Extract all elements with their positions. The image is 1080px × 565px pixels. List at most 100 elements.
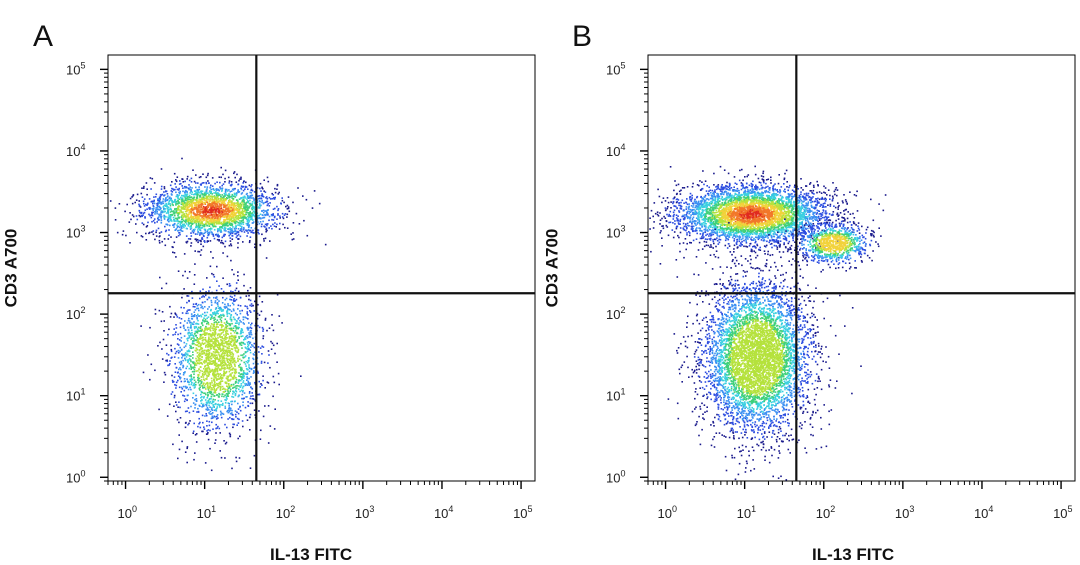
data-point	[221, 213, 223, 215]
data-point	[278, 384, 280, 386]
data-point	[235, 290, 237, 292]
data-point	[177, 334, 179, 336]
data-point	[213, 362, 215, 364]
data-point	[197, 231, 199, 233]
data-point	[224, 222, 226, 224]
data-point	[250, 287, 252, 289]
data-point	[240, 336, 242, 338]
data-point	[170, 211, 172, 213]
data-point	[237, 347, 239, 349]
data-point	[239, 220, 241, 222]
data-point	[213, 356, 215, 358]
data-point	[180, 417, 182, 419]
data-point	[153, 220, 155, 222]
data-point	[217, 310, 219, 312]
data-point	[249, 334, 251, 336]
data-point	[238, 337, 240, 339]
data-point	[236, 207, 238, 209]
data-point	[244, 392, 246, 394]
data-point	[281, 197, 283, 199]
data-point	[205, 413, 207, 415]
data-point	[240, 385, 242, 387]
data-point	[235, 457, 237, 459]
data-point	[238, 219, 240, 221]
data-point	[267, 177, 269, 179]
data-point	[182, 230, 184, 232]
data-point	[222, 197, 224, 199]
data-point	[289, 211, 291, 213]
data-point	[240, 225, 242, 227]
data-point	[198, 201, 200, 203]
data-point	[174, 384, 176, 386]
data-point	[191, 235, 193, 237]
data-point	[243, 377, 245, 379]
data-point	[153, 230, 155, 232]
data-point	[171, 375, 173, 377]
data-point	[194, 221, 196, 223]
data-point	[248, 207, 250, 209]
data-point	[207, 397, 209, 399]
data-point	[229, 433, 231, 435]
data-point	[176, 367, 178, 369]
data-point	[209, 220, 211, 222]
data-point	[238, 336, 240, 338]
data-point	[216, 389, 218, 391]
data-point	[199, 199, 201, 201]
data-point	[174, 229, 176, 231]
data-point	[190, 245, 192, 247]
data-point	[174, 363, 176, 365]
data-point	[212, 257, 214, 259]
data-point	[210, 347, 212, 349]
data-point	[218, 396, 220, 398]
data-point	[200, 326, 202, 328]
data-point	[160, 211, 162, 213]
data-point	[214, 364, 216, 366]
data-point	[187, 309, 189, 311]
data-point	[195, 384, 197, 386]
data-point	[204, 393, 206, 395]
data-point	[250, 332, 252, 334]
data-point	[158, 214, 160, 216]
data-point	[191, 193, 193, 195]
data-point	[177, 343, 179, 345]
data-point	[284, 227, 286, 229]
data-point	[260, 183, 262, 185]
data-point	[251, 303, 253, 305]
data-point	[278, 373, 280, 375]
data-point	[193, 219, 195, 221]
data-point	[235, 196, 237, 198]
data-point	[228, 222, 230, 224]
data-point	[218, 236, 220, 238]
data-point	[273, 330, 275, 332]
data-point	[164, 372, 166, 374]
data-point	[240, 333, 242, 335]
data-point	[209, 413, 211, 415]
data-point	[250, 300, 252, 302]
data-point	[212, 234, 214, 236]
data-point	[161, 222, 163, 224]
data-point	[190, 380, 192, 382]
data-point	[221, 322, 223, 324]
data-point	[194, 386, 196, 388]
data-point	[224, 328, 226, 330]
data-point	[249, 206, 251, 208]
data-point	[227, 386, 229, 388]
data-point	[200, 383, 202, 385]
data-point	[195, 363, 197, 365]
data-point	[234, 361, 236, 363]
data-point	[230, 358, 232, 360]
data-point	[224, 307, 226, 309]
data-point	[188, 384, 190, 386]
data-point	[240, 313, 242, 315]
data-point	[222, 353, 224, 355]
data-point	[249, 393, 251, 395]
data-point	[230, 356, 232, 358]
data-point	[211, 300, 213, 302]
data-point	[178, 422, 180, 424]
data-point	[159, 232, 161, 234]
data-point	[214, 360, 216, 362]
data-point	[192, 199, 194, 201]
data-point	[259, 394, 261, 396]
data-point	[220, 188, 222, 190]
data-point	[242, 420, 244, 422]
